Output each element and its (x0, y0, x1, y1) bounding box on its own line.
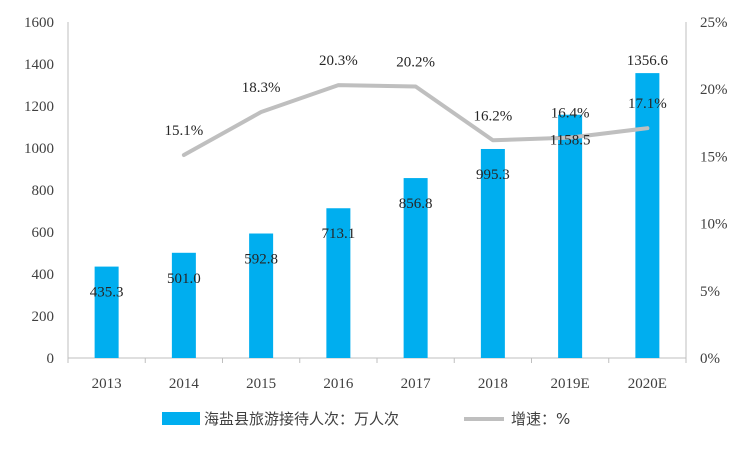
y-left-tick-label: 800 (32, 183, 55, 199)
y-left-tick-label: 0 (47, 351, 55, 367)
growth-line (181, 83, 650, 158)
x-tick-label: 2020E (628, 376, 667, 392)
bar-value-label: 501.0 (167, 271, 201, 287)
x-tick-label: 2018 (478, 376, 508, 392)
bar (635, 73, 660, 358)
data-labels: 435.3 501.0 592.8 713.1 856.8 995.3 1158.5 1356… (90, 53, 669, 300)
bar-value-label: 995.3 (476, 167, 510, 183)
bar-value-label: 592.8 (244, 252, 278, 268)
y-left-tick-label: 1600 (24, 15, 54, 31)
bar (480, 148, 505, 358)
legend-label-line: 增速：% (511, 410, 570, 428)
legend-label-bar: 海盐县旅游接待人次：万人次 (204, 410, 399, 428)
bar (249, 233, 274, 358)
y-right-tick-label: 25% (700, 15, 728, 31)
y-left-tick-label: 200 (32, 309, 55, 325)
y-left-tick-label: 1000 (24, 141, 54, 157)
y-right-tick-label: 10% (700, 217, 728, 233)
bar-value-label: 1158.5 (550, 133, 591, 149)
legend: 海盐县旅游接待人次：万人次 增速：% (162, 410, 570, 428)
x-tick-label: 2016 (323, 376, 354, 392)
bar (326, 208, 351, 358)
axes: 0 200 400 600 800 1000 1200 1400 1600 0% 5% 10% 15% 2… (24, 15, 728, 392)
bar-value-label: 1356.6 (627, 53, 669, 69)
bar (558, 114, 583, 358)
legend-swatch-bar (162, 412, 200, 425)
bar-value-label: 713.1 (322, 226, 356, 242)
x-tick-label: 2013 (92, 376, 122, 392)
line-value-label: 20.2% (396, 55, 435, 71)
bar (94, 266, 119, 358)
bar (403, 178, 428, 358)
line-series (181, 83, 650, 158)
line-value-label: 17.1% (628, 96, 667, 112)
y-right-tick-label: 15% (700, 149, 728, 165)
x-tick-label: 2014 (169, 376, 200, 392)
x-tick-label: 2017 (401, 376, 432, 392)
y-right-tick-label: 20% (700, 82, 728, 98)
bar-value-label: 856.8 (399, 196, 433, 212)
line-value-label: 16.4% (551, 106, 590, 122)
line-value-label: 20.3% (319, 53, 358, 69)
line-value-label: 16.2% (474, 108, 513, 124)
line-value-label: 15.1% (165, 123, 204, 139)
y-right-tick-label: 5% (700, 284, 720, 300)
line-value-label: 18.3% (242, 80, 281, 96)
y-left-tick-label: 1200 (24, 99, 54, 115)
bar-value-label: 435.3 (90, 285, 124, 301)
y-left-tick-label: 600 (32, 225, 55, 241)
x-tick-label: 2015 (246, 376, 276, 392)
y-right-tick-label: 0% (700, 351, 720, 367)
bar-series (94, 73, 660, 358)
y-left-tick-label: 1400 (24, 57, 54, 73)
bar (171, 252, 196, 358)
x-tick-label: 2019E (551, 376, 590, 392)
y-left-tick-label: 400 (32, 267, 55, 283)
